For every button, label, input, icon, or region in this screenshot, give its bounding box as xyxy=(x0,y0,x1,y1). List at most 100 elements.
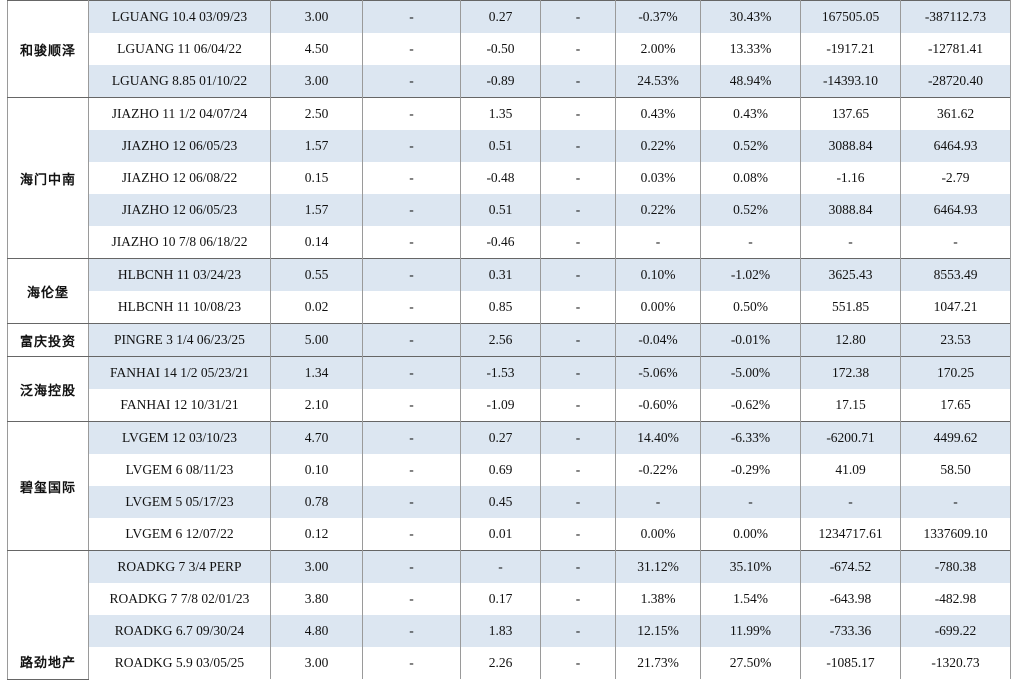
cell: 12.15% xyxy=(615,615,701,647)
cell: -5.00% xyxy=(700,356,801,389)
cell: 3.80 xyxy=(270,583,363,615)
cell: -0.01% xyxy=(700,323,801,357)
cell: 21.73% xyxy=(615,647,701,679)
cell: 0.03% xyxy=(615,162,701,194)
table-row: LVGEM 6 12/07/22 0.12-0.01-0.00% 0.00% 1234… xyxy=(8,518,1011,551)
cell: - xyxy=(362,258,461,291)
cell: -0.89 xyxy=(460,65,541,98)
cell: -2.79 xyxy=(900,162,1011,194)
bond-name: ROADKG 6.7 09/30/24 xyxy=(88,615,271,647)
cell: -1.16 xyxy=(800,162,901,194)
cell: -14393.10 xyxy=(800,65,901,98)
cell: 3.00 xyxy=(270,0,363,33)
cell: -0.37% xyxy=(615,0,701,33)
cell: -1.09 xyxy=(460,389,541,422)
cell: 172.38 xyxy=(800,356,901,389)
cell: 2.50 xyxy=(270,97,363,130)
cell: - xyxy=(540,647,616,679)
cell: 1.35 xyxy=(460,97,541,130)
cell: - xyxy=(540,389,616,422)
group-label: 路劲地产 xyxy=(7,550,89,680)
cell: -5.06% xyxy=(615,356,701,389)
cell: -0.04% xyxy=(615,323,701,357)
cell: - xyxy=(700,486,801,518)
cell: - xyxy=(540,226,616,259)
table-row: FANHAI 12 10/31/21 2.10- -1.09- -0.60% -0.62… xyxy=(8,389,1011,422)
cell: - xyxy=(540,454,616,486)
cell: 1047.21 xyxy=(900,291,1011,324)
cell: 3625.43 xyxy=(800,258,901,291)
cell: - xyxy=(460,550,541,583)
cell: - xyxy=(362,0,461,33)
cell: 0.00% xyxy=(700,518,801,551)
table-row: LVGEM 6 08/11/23 0.10-0.69- -0.22% -0.29% 41… xyxy=(8,454,1011,486)
cell: 361.62 xyxy=(900,97,1011,130)
bond-name: PINGRE 3 1/4 06/23/25 xyxy=(88,323,271,357)
cell: - xyxy=(362,65,461,98)
cell: -0.29% xyxy=(700,454,801,486)
cell: 6464.93 xyxy=(900,130,1011,162)
cell: - xyxy=(540,486,616,518)
table-row: 泛海控股 FANHAI 14 1/2 05/23/21 1.34- -1.53- -5.… xyxy=(7,356,1011,422)
cell: 0.50% xyxy=(700,291,801,324)
cell: 23.53 xyxy=(900,323,1011,357)
cell: -733.36 xyxy=(800,615,901,647)
cell: - xyxy=(615,486,701,518)
cell: - xyxy=(540,258,616,291)
table-body: 和骏顺泽 LGUANG 10.4 03/09/23 3.00-0.27- -0.37%… xyxy=(7,0,1011,680)
cell: - xyxy=(800,486,901,518)
cell: - xyxy=(362,583,461,615)
bond-name: JIAZHO 12 06/08/22 xyxy=(88,162,271,194)
cell: 12.80 xyxy=(800,323,901,357)
cell: - xyxy=(362,194,461,226)
cell: 0.08% xyxy=(700,162,801,194)
group-label: 海伦堡 xyxy=(7,258,89,324)
cell: 31.12% xyxy=(615,550,701,583)
bond-name: LVGEM 5 05/17/23 xyxy=(88,486,271,518)
cell: 30.43% xyxy=(700,0,801,33)
cell: 4499.62 xyxy=(900,421,1011,454)
cell: 0.55 xyxy=(270,258,363,291)
table-row: ROADKG 5.9 03/05/25 3.00-2.26-21.73% 27.50… xyxy=(8,647,1011,679)
cell: 0.31 xyxy=(460,258,541,291)
cell: 1.38% xyxy=(615,583,701,615)
table-row: ROADKG 6.7 09/30/24 4.80-1.83-12.15% 11.99… xyxy=(8,615,1011,647)
cell: 1.83 xyxy=(460,615,541,647)
cell: 0.78 xyxy=(270,486,363,518)
cell: - xyxy=(540,0,616,33)
bond-name: JIAZHO 12 06/05/23 xyxy=(88,130,271,162)
cell: - xyxy=(540,65,616,98)
cell: -387112.73 xyxy=(900,0,1011,33)
cell: 2.26 xyxy=(460,647,541,679)
cell: 4.80 xyxy=(270,615,363,647)
cell: 1.57 xyxy=(270,130,363,162)
cell: -0.46 xyxy=(460,226,541,259)
cell: 1337609.10 xyxy=(900,518,1011,551)
cell: 1.34 xyxy=(270,356,363,389)
cell: 0.43% xyxy=(700,97,801,130)
cell: 13.33% xyxy=(700,33,801,65)
cell: - xyxy=(540,615,616,647)
group-label: 泛海控股 xyxy=(7,356,89,422)
bond-name: HLBCNH 11 03/24/23 xyxy=(88,258,271,291)
cell: - xyxy=(540,583,616,615)
cell: - xyxy=(540,97,616,130)
cell: 0.00% xyxy=(615,518,701,551)
group-label: 富庆投资 xyxy=(7,323,89,357)
cell: 2.10 xyxy=(270,389,363,422)
table-row: JIAZHO 12 06/05/23 1.57-0.51-0.22% 0.52% 30… xyxy=(8,130,1011,162)
table-row: 海门中南 JIAZHO 11 1/2 04/07/24 2.50-1.35-0.43… xyxy=(7,97,1011,259)
cell: - xyxy=(362,33,461,65)
table-row: ROADKG 7 7/8 02/01/23 3.80-0.17-1.38% 1.54… xyxy=(8,583,1011,615)
table-row: 富庆投资 PINGRE 3 1/4 06/23/25 5.00-2.56- -0.04… xyxy=(7,323,1011,357)
cell: -1917.21 xyxy=(800,33,901,65)
bond-name: LVGEM 6 08/11/23 xyxy=(88,454,271,486)
cell: 14.40% xyxy=(615,421,701,454)
cell: -6.33% xyxy=(700,421,801,454)
cell: 3.00 xyxy=(270,550,363,583)
cell: - xyxy=(900,226,1011,259)
cell: 0.45 xyxy=(460,486,541,518)
group-label: 海门中南 xyxy=(7,97,89,259)
cell: 137.65 xyxy=(800,97,901,130)
cell: -1.02% xyxy=(700,258,801,291)
